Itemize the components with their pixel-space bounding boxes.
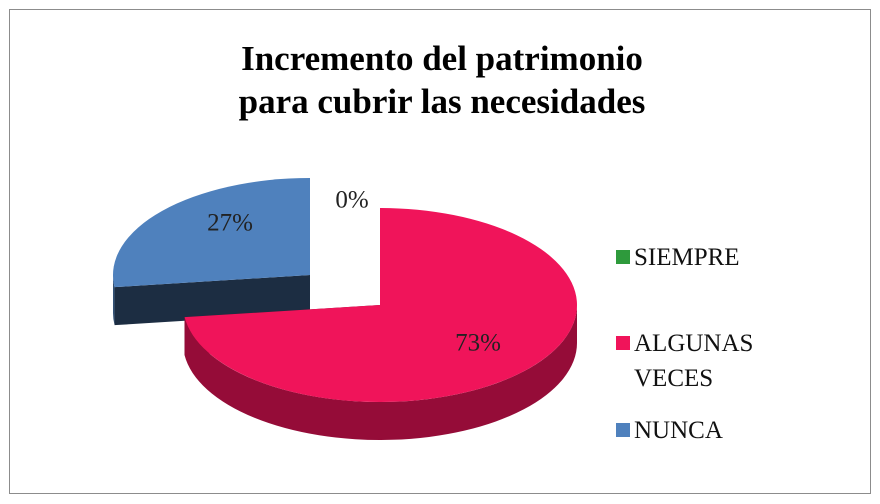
legend-swatch <box>616 250 630 264</box>
legend-swatch <box>616 336 630 350</box>
legend-swatch <box>616 423 630 437</box>
legend-item: NUNCA <box>616 413 816 448</box>
pie <box>113 178 577 440</box>
pie-slice <box>184 208 577 403</box>
value-label: 27% <box>207 210 253 237</box>
legend-label: ALGUNAS VECES <box>634 330 754 392</box>
value-labels: 0% 73% 27% <box>207 187 501 357</box>
pie-slice <box>113 178 311 288</box>
legend-item: ALGUNAS VECES <box>616 326 816 396</box>
legend-item: SIEMPRE <box>616 240 816 275</box>
slice-side <box>184 305 577 440</box>
chart-title: Incremento del patrimonio <box>241 39 643 78</box>
legend-label: NUNCA <box>634 417 723 444</box>
value-label: 0% <box>335 187 368 214</box>
chart-title: para cubrir las necesidades <box>239 82 646 121</box>
legend-label: SIEMPRE <box>634 244 740 271</box>
slice-side <box>113 275 115 326</box>
value-label: 73% <box>455 330 501 357</box>
